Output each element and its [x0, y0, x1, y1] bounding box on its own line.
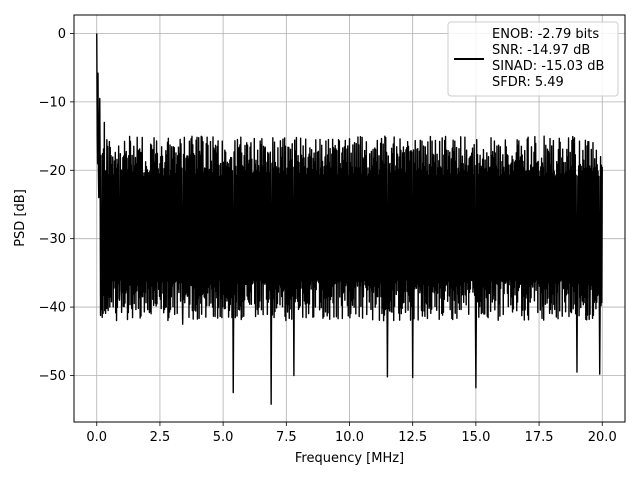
psd-line: [96, 33, 603, 405]
y-tick-label: 0: [58, 27, 66, 42]
legend-box: [447, 21, 619, 97]
x-axis-label: Frequency [MHz]: [295, 451, 404, 466]
y-tick-label: −50: [39, 369, 66, 384]
legend-line-enob: ENOB: -2.79 bits: [492, 27, 599, 42]
y-tick-label: −40: [39, 301, 66, 316]
y-tick-label: −20: [39, 164, 66, 179]
x-tick-label: 12.5: [398, 430, 427, 445]
y-axis-ticks: 0 −10 −20 −30 −40 −50: [39, 27, 74, 384]
x-tick-label: 20.0: [588, 430, 617, 445]
x-axis-ticks: 0.0 2.5 5.0 7.5 10.0 12.5 15.0 17.5 20.0: [86, 422, 617, 445]
x-tick-label: 17.5: [525, 430, 554, 445]
y-tick-label: −30: [39, 232, 66, 247]
x-tick-label: 7.5: [276, 430, 297, 445]
y-tick-label: −10: [39, 95, 66, 110]
x-tick-label: 2.5: [150, 430, 171, 445]
legend-line-sfdr: SFDR: 5.49: [492, 75, 564, 90]
legend-line-sinad: SINAD: -15.03 dB: [492, 59, 604, 74]
x-tick-label: 0.0: [86, 430, 107, 445]
x-tick-label: 15.0: [461, 430, 490, 445]
legend-line-snr: SNR: -14.97 dB: [492, 43, 590, 58]
x-tick-label: 5.0: [213, 430, 234, 445]
x-tick-label: 10.0: [335, 430, 364, 445]
legend: ENOB: -2.79 bits SNR: -14.97 dB SINAD: -…: [447, 21, 619, 97]
y-axis-label: PSD [dB]: [13, 189, 28, 247]
psd-series: [96, 33, 603, 405]
